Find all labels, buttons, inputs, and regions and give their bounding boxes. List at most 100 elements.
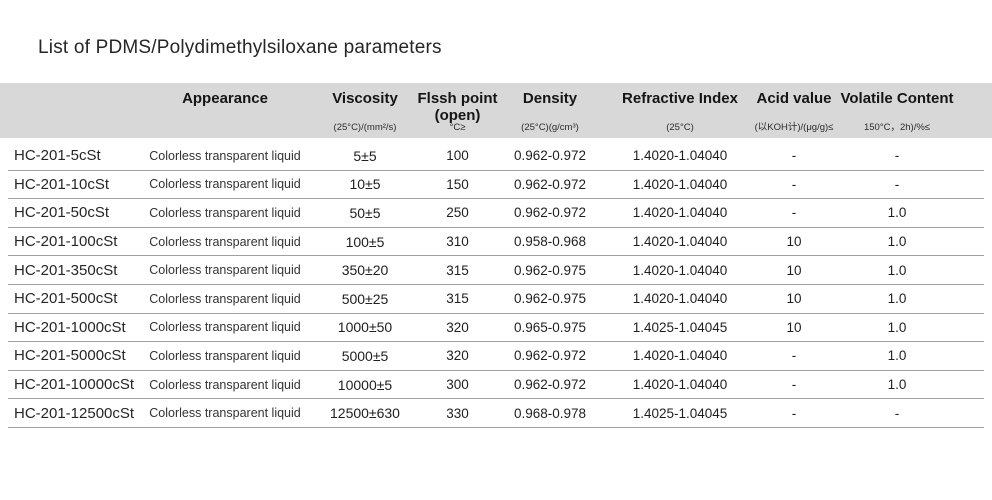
column-header-label-line2: (open) — [434, 106, 481, 124]
row-filler — [961, 342, 984, 370]
cell-flash_point: 150 — [446, 176, 469, 192]
cell-refractive_index: 1.4020-1.04040 — [632, 234, 728, 250]
column-header-appearance: Appearance — [140, 83, 310, 140]
cell-acid_value: - — [791, 348, 797, 364]
column-header-label: Volatile Content — [840, 90, 954, 107]
column-header-label: Acid value — [756, 90, 832, 107]
table-body: HC-201-5cSt Colorless transparent liquid 5… — [8, 142, 984, 428]
cell-appearance: Colorless transparent liquid — [149, 234, 301, 249]
cell-flash_point: 300 — [446, 377, 469, 393]
cell-viscosity: 12500±630 — [330, 405, 400, 422]
cell-density: 0.962-0.975 — [513, 291, 587, 307]
cell-appearance: Colorless transparent liquid — [149, 377, 301, 392]
row-filler — [961, 371, 984, 399]
cell-model: HC-201-10cSt — [14, 175, 110, 193]
cell-volatile_content: 1.0 — [887, 234, 907, 250]
cell-density: 0.962-0.975 — [513, 262, 587, 278]
row-filler — [961, 399, 984, 427]
cell-acid_value: - — [791, 377, 797, 393]
cell-refractive_index: 1.4020-1.04040 — [632, 262, 728, 278]
row-filler — [961, 228, 984, 256]
column-header-flash_point: Flssh point (open) °C≥ — [418, 83, 498, 140]
cell-acid_value: 10 — [786, 319, 802, 335]
column-header-acid_value: Acid value (以KOH计)/(μg/g)≤ — [754, 83, 834, 140]
column-header-label: Refractive Index — [622, 90, 738, 107]
table-row: HC-201-1000cSt Colorless transparent liqu… — [8, 314, 984, 343]
column-header-unit: (以KOH计)/(μg/g)≤ — [754, 122, 834, 134]
column-header-refractive_index: Refractive Index (25°C) — [605, 83, 755, 140]
column-header-volatile_content: Volatile Content 150°C，2h)/%≤ — [833, 83, 961, 140]
table-row: HC-201-100cSt Colorless transparent liqui… — [8, 228, 984, 257]
table-row: HC-201-5cSt Colorless transparent liquid 5… — [8, 142, 984, 171]
cell-appearance: Colorless transparent liquid — [149, 177, 301, 192]
cell-viscosity: 1000±50 — [337, 319, 393, 336]
row-filler — [961, 199, 984, 227]
column-header-unit: (25°C) — [666, 122, 694, 134]
cell-acid_value: - — [791, 405, 797, 421]
column-header-density: Density (25°C)(g/cm³) — [495, 83, 605, 140]
cell-model: HC-201-500cSt — [14, 290, 118, 308]
table-row: HC-201-50cSt Colorless transparent liquid… — [8, 199, 984, 228]
column-header-unit: °C≥ — [449, 122, 466, 134]
cell-volatile_content: 1.0 — [887, 291, 907, 307]
cell-appearance: Colorless transparent liquid — [149, 406, 301, 421]
cell-flash_point: 315 — [446, 262, 469, 278]
page-title: List of PDMS/Polydimethylsiloxane parame… — [38, 37, 442, 58]
cell-density: 0.962-0.972 — [513, 377, 587, 393]
cell-viscosity: 500±25 — [341, 290, 389, 307]
cell-model: HC-201-10000cSt — [14, 376, 135, 394]
table-row: HC-201-12500cSt Colorless transparent liq… — [8, 399, 984, 428]
cell-acid_value: - — [791, 176, 797, 192]
column-header-label: Viscosity — [332, 90, 398, 107]
cell-refractive_index: 1.4020-1.04040 — [632, 377, 728, 393]
cell-viscosity: 50±5 — [349, 204, 381, 221]
cell-acid_value: 10 — [786, 291, 802, 307]
cell-refractive_index: 1.4020-1.04040 — [632, 291, 728, 307]
cell-viscosity: 5000±5 — [341, 347, 389, 364]
cell-flash_point: 100 — [446, 148, 469, 164]
column-header-label: Density — [522, 90, 578, 107]
cell-density: 0.965-0.975 — [513, 319, 587, 335]
column-header-viscosity: Viscosity (25°C)/(mm²/s) — [310, 83, 420, 140]
cell-acid_value: - — [791, 148, 797, 164]
column-header-unit: (25°C)/(mm²/s) — [333, 122, 397, 134]
table-row: HC-201-10cSt Colorless transparent liquid… — [8, 171, 984, 200]
cell-model: HC-201-350cSt — [14, 261, 118, 279]
cell-volatile_content: 1.0 — [887, 377, 907, 393]
row-filler — [961, 171, 984, 199]
cell-model: HC-201-12500cSt — [14, 404, 135, 422]
cell-refractive_index: 1.4020-1.04040 — [632, 176, 728, 192]
cell-viscosity: 10±5 — [349, 176, 381, 193]
cell-appearance: Colorless transparent liquid — [149, 205, 301, 220]
cell-volatile_content: 1.0 — [887, 319, 907, 335]
cell-density: 0.962-0.972 — [513, 148, 587, 164]
cell-refractive_index: 1.4025-1.04045 — [632, 405, 728, 421]
cell-volatile_content: 1.0 — [887, 262, 907, 278]
cell-density: 0.962-0.972 — [513, 205, 587, 221]
table-row: HC-201-5000cSt Colorless transparent liqu… — [8, 342, 984, 371]
column-header-unit: 150°C，2h)/%≤ — [863, 122, 931, 134]
cell-model: HC-201-5cSt — [14, 147, 101, 165]
cell-appearance: Colorless transparent liquid — [149, 320, 301, 335]
column-header-label: Appearance — [182, 90, 268, 107]
cell-flash_point: 315 — [446, 291, 469, 307]
cell-flash_point: 250 — [446, 205, 469, 221]
cell-appearance: Colorless transparent liquid — [149, 148, 301, 163]
cell-viscosity: 100±5 — [345, 233, 385, 250]
table-header: Appearance Viscosity (25°C)/(mm²/s) Flssh p… — [0, 83, 992, 138]
cell-volatile_content: - — [894, 405, 900, 421]
cell-model: HC-201-50cSt — [14, 204, 110, 222]
cell-density: 0.962-0.972 — [513, 176, 587, 192]
cell-density: 0.962-0.972 — [513, 348, 587, 364]
cell-viscosity: 10000±5 — [337, 376, 393, 393]
cell-appearance: Colorless transparent liquid — [149, 348, 301, 363]
cell-flash_point: 320 — [446, 348, 469, 364]
cell-volatile_content: 1.0 — [887, 205, 907, 221]
cell-flash_point: 330 — [446, 405, 469, 421]
row-filler — [961, 256, 984, 284]
cell-model: HC-201-100cSt — [14, 233, 118, 251]
cell-acid_value: 10 — [786, 234, 802, 250]
cell-volatile_content: - — [894, 176, 900, 192]
row-filler — [961, 314, 984, 342]
table-row: HC-201-500cSt Colorless transparent liqui… — [8, 285, 984, 314]
